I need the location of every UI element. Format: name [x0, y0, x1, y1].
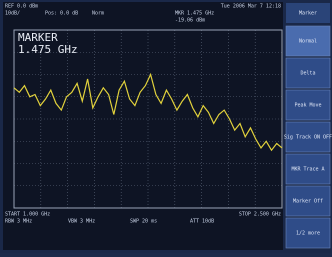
menu-title: Marker — [299, 11, 317, 17]
attenuation: ATT 10dB — [190, 219, 214, 225]
marker-value: 1.475 GHz — [18, 43, 78, 56]
softkey-label: Marker Off — [293, 199, 323, 205]
softkey-label: Delta — [300, 71, 315, 77]
offset: Pos: 0.0 dB — [45, 11, 78, 17]
mode: Norm — [92, 11, 104, 17]
rbw: RBW 3 MHz — [5, 219, 32, 225]
stop-freq: STOP 2.500 GHz — [239, 212, 281, 218]
start-freq: START 1.000 GHz — [5, 212, 50, 218]
marker-readout: MKR 1.475 GHz — [175, 11, 214, 17]
vbw: VBW 3 MHz — [68, 219, 95, 225]
scale: 10dB/ — [5, 11, 20, 17]
softkey-label: Sig Track ON OFF — [284, 135, 332, 141]
ref-level: REF 0.0 dBm — [5, 4, 38, 10]
datetime: Tue 2006 Mar 7 12:18 — [221, 4, 281, 10]
screen: REF 0.0 dBm 10dB/ Pos: 0.0 dB Norm Tue 2… — [0, 0, 332, 253]
softkey-label: Normal — [299, 39, 317, 45]
marker-level: -19.06 dBm — [175, 18, 205, 24]
sweep: SWP 20 ms — [130, 219, 157, 225]
softkey-label: MKR Trace A — [291, 167, 324, 173]
softkey-label: Peak Move — [294, 103, 321, 109]
softkey-label: 1/2 more — [296, 231, 320, 237]
